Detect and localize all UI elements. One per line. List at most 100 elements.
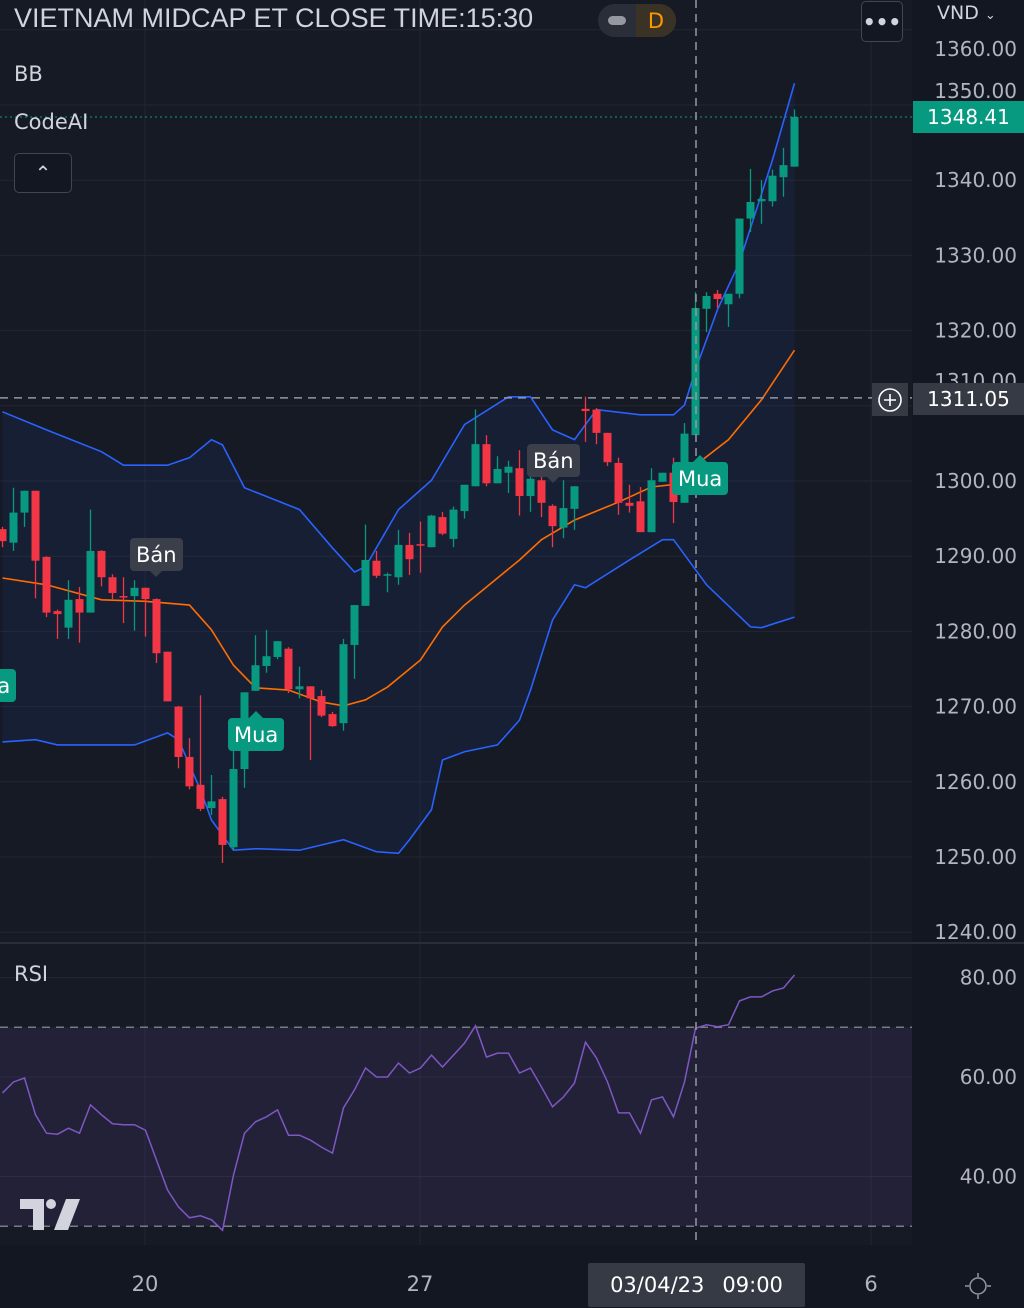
candle-body (339, 644, 348, 724)
candle-body (317, 696, 326, 716)
axes: 1360.001350.001340.001330.001320.001310.… (934, 37, 1017, 1189)
buy-signal-label: Mua (0, 669, 17, 702)
candle-body (174, 706, 183, 757)
crosshair-price-label: 1311.05 (913, 383, 1024, 415)
candle-body (570, 486, 579, 509)
candle-body (636, 501, 645, 533)
bollinger-upper-line (2, 82, 796, 573)
candle-body (119, 596, 128, 598)
add-alert-button[interactable] (872, 383, 908, 416)
last-price-label: 1348.41 (913, 101, 1024, 133)
candle-body (42, 556, 51, 613)
candle-body (9, 512, 18, 543)
currency-label: VND (937, 2, 979, 24)
candle-body (53, 611, 62, 615)
price-axis-label: 1240.00 (934, 920, 1017, 944)
candle-body (526, 478, 535, 497)
candle-body (75, 599, 84, 613)
price-axis-label: 1300.00 (934, 469, 1017, 493)
candle-body (130, 587, 139, 597)
candle-body (229, 769, 238, 848)
price-axis-label: 1260.00 (934, 770, 1017, 794)
candle-body (0, 529, 7, 542)
candle-body (86, 550, 95, 613)
candle-body (757, 199, 766, 202)
candle-body (790, 116, 799, 167)
time-label: 6 (864, 1272, 878, 1296)
candle-body (724, 293, 733, 305)
candle-body (614, 462, 623, 503)
candle-body (537, 480, 546, 503)
chevron-up-icon: ⌃ (34, 161, 52, 185)
candle-body (306, 686, 315, 699)
sell-signal-label: Bán (527, 444, 580, 483)
candle-body (493, 468, 502, 484)
candle-body (427, 515, 436, 548)
rsi-axis-label: 80.00 (960, 966, 1017, 990)
price-axis-label: 1290.00 (934, 544, 1017, 568)
candle-body (328, 714, 337, 727)
candle-body (218, 799, 227, 845)
ellipsis-icon[interactable]: ••• (861, 1, 903, 42)
candle-body (438, 517, 447, 534)
buy-signal-label: Mua (228, 711, 285, 751)
candle-body (702, 296, 711, 309)
interval-badge[interactable]: D (636, 4, 676, 37)
rsi-axis-label: 40.00 (960, 1165, 1017, 1189)
currency-selector[interactable]: VND ⌄ (933, 2, 1000, 27)
candle-body (141, 587, 150, 600)
rsi-axis-label: 60.00 (960, 1065, 1017, 1089)
settings-gear-icon[interactable] (962, 1270, 994, 1306)
candle-body (251, 665, 260, 691)
price-axis-label: 1340.00 (934, 168, 1017, 192)
price-axis-label: 1360.00 (934, 37, 1017, 61)
rsi-pane (0, 974, 912, 1232)
candle-body (504, 466, 513, 473)
price-axis-label: 1270.00 (934, 695, 1017, 719)
candle-body (295, 686, 304, 690)
chart-title: VIETNAM MIDCAP ET CLOSE TIME:15:30 (14, 3, 534, 33)
legend-bb[interactable]: BB (14, 62, 43, 86)
crosshair-time-label: 03/04/23 09:00 (588, 1263, 805, 1307)
candle-body (64, 599, 73, 628)
candle-body (383, 574, 392, 576)
candles (0, 109, 912, 864)
price-axis-label: 1280.00 (934, 619, 1017, 643)
candle-body (658, 472, 667, 482)
candle-body (581, 408, 590, 412)
candle-body (768, 175, 777, 202)
minus-icon[interactable] (598, 4, 636, 37)
candle-body (603, 432, 612, 463)
interval-pill[interactable]: D (598, 4, 676, 37)
collapse-legend-button[interactable]: ⌃ (14, 153, 72, 193)
candle-body (779, 165, 788, 178)
candle-body (405, 544, 414, 560)
candle-body (592, 409, 601, 433)
candle-body (273, 641, 282, 657)
candle-body (559, 508, 568, 528)
candle-body (548, 505, 557, 527)
rsi-line (1, 974, 796, 1232)
candle-body (20, 490, 29, 513)
plot-background (0, 0, 912, 1245)
legend-rsi[interactable]: RSI (14, 962, 49, 986)
price-axis-label: 1320.00 (934, 319, 1017, 343)
crosshair-date: 03/04/23 (610, 1273, 705, 1297)
tradingview-logo (20, 1199, 80, 1230)
time-label: 27 (406, 1272, 434, 1296)
candle-body (482, 444, 491, 484)
grid (0, 0, 1024, 1245)
candle-body (460, 484, 469, 512)
candle-body (449, 509, 458, 539)
candle-body (31, 490, 40, 561)
candle-body (196, 784, 205, 809)
candle-body (152, 599, 161, 654)
candle-body (416, 544, 425, 546)
candle-body (647, 480, 656, 533)
buy-signal-label: Mua (672, 455, 729, 495)
rsi-band (0, 1027, 912, 1227)
chevron-down-icon: ⌄ (984, 8, 996, 23)
legend-codeai[interactable]: CodeAI (14, 110, 89, 134)
candle-body (394, 544, 403, 578)
